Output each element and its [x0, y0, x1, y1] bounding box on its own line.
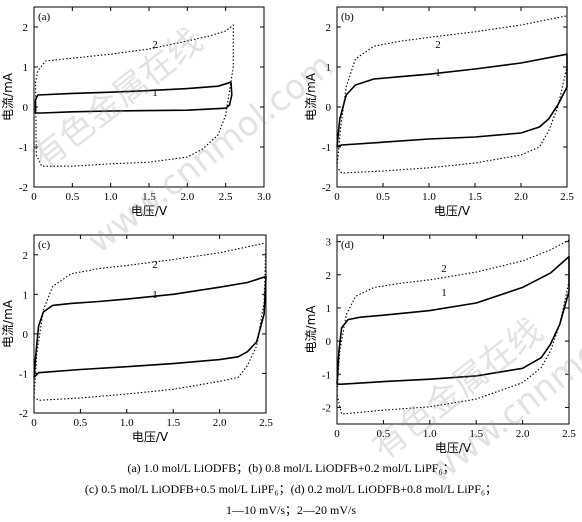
- x-tick-label: 2.0: [514, 191, 528, 203]
- y-tick-label: 0: [23, 329, 29, 341]
- plot-frame: [33, 234, 267, 414]
- x-tick-label: 0: [31, 191, 37, 203]
- panel-label: (b): [341, 11, 354, 23]
- y-tick-label: -2: [322, 402, 331, 414]
- cv-curve-1: [34, 81, 233, 114]
- cv-curve-2: [336, 239, 570, 415]
- x-axis-label: 电压/V: [132, 430, 169, 444]
- x-tick-label: 1.0: [120, 417, 134, 429]
- cv-curve-2: [33, 242, 267, 401]
- x-axis-label: 电压/V: [131, 204, 168, 218]
- curve-label: 1: [152, 289, 158, 301]
- chart-panel: 0 0.5 1.0 1.5 2.0 2.5 3.0 2 1 0 -1 -2 (a) 电压/V 电流/mA 1 2: [1, 6, 271, 218]
- curve-label: 1: [152, 87, 158, 99]
- cv-curve-1: [336, 53, 568, 148]
- cv-curve-2: [34, 24, 234, 167]
- x-tick-label: 2.5: [219, 191, 233, 203]
- x-tick-label: 1.5: [468, 191, 482, 203]
- y-tick-label: 1: [326, 303, 332, 315]
- cv-curve-1: [336, 255, 570, 385]
- x-tick-label: 2.0: [516, 428, 530, 440]
- x-tick-label: 1.0: [423, 428, 437, 440]
- y-tick-label: 1: [23, 62, 29, 74]
- x-axis-label: 电压/V: [435, 441, 472, 455]
- curve-label: 2: [152, 259, 158, 271]
- y-tick-label: 2: [23, 250, 29, 262]
- y-tick-label: 1: [23, 289, 29, 301]
- y-axis-label: 电流/mA: [1, 72, 15, 121]
- panel-label: (d): [341, 239, 354, 251]
- x-tick-label: 2.0: [180, 191, 194, 203]
- panel-label: (c): [38, 239, 51, 251]
- y-tick-label: 2: [326, 270, 332, 282]
- x-tick-label: 0: [334, 191, 340, 203]
- y-tick-label: 0: [23, 102, 29, 114]
- curve-label: 1: [441, 287, 447, 299]
- y-tick-label: 0: [326, 102, 332, 114]
- x-tick-label: 0: [334, 428, 340, 440]
- x-tick-label: 2.5: [259, 417, 273, 429]
- y-tick-label: -1: [322, 369, 331, 381]
- x-tick-label: 0.5: [376, 191, 390, 203]
- caption-line-3: 1—10 mV/s；2—20 mV/s: [225, 503, 356, 517]
- x-tick-label: 1.0: [104, 191, 118, 203]
- x-tick-label: 1.5: [469, 428, 483, 440]
- y-tick-label: 3: [326, 237, 332, 249]
- curve-label: 2: [441, 263, 447, 275]
- y-tick-label: 2: [23, 22, 29, 34]
- x-tick-label: 1.0: [422, 191, 436, 203]
- chart-panel: 0 0.5 1.0 1.5 2.0 2.5 3 2 1 0 -1 -2 (d) 电压/V 电流/mA 1 2: [304, 234, 576, 455]
- x-tick-label: 2.5: [562, 428, 576, 440]
- y-tick-label: 1: [326, 62, 332, 74]
- x-axis-label: 电压/V: [434, 204, 471, 218]
- plot-frame: [336, 6, 568, 188]
- plot-frame: [33, 6, 265, 188]
- cv-curve-2: [336, 15, 568, 174]
- curve-label: 2: [152, 39, 158, 51]
- y-tick-label: -2: [322, 182, 331, 194]
- plot-frame: [336, 234, 570, 425]
- curve-label: 1: [435, 67, 441, 79]
- y-tick-label: -2: [19, 408, 28, 420]
- y-axis-label: 电流/mA: [304, 305, 318, 354]
- chart-panel: 0 0.5 1.0 1.5 2.0 2.5 2 1 0 -1 -2 (b) 电压/V 电流/mA 1 2: [304, 6, 574, 218]
- panel-label: (a): [38, 11, 51, 23]
- y-tick-label: -1: [19, 368, 28, 380]
- y-axis-label: 电流/mA: [1, 299, 15, 348]
- curve-label: 2: [435, 39, 441, 51]
- x-tick-label: 2.0: [213, 417, 227, 429]
- y-tick-label: 2: [326, 22, 332, 34]
- y-tick-label: -1: [322, 142, 331, 154]
- y-tick-label: -1: [19, 142, 28, 154]
- caption-line-1: (a) 1.0 mol/L LiODFB；(b) 0.8 mol/L LiODF…: [127, 461, 455, 475]
- x-tick-label: 1.5: [166, 417, 180, 429]
- y-axis-label: 电流/mA: [304, 72, 318, 121]
- x-tick-label: 0: [31, 417, 37, 429]
- x-tick-label: 1.5: [142, 191, 156, 203]
- cv-curve-1: [33, 275, 267, 378]
- x-tick-label: 0.5: [377, 428, 391, 440]
- figure: 0 0.5 1.0 1.5 2.0 2.5 3.0 2 1 0 -1 -2 (a) 电压/V 电流/mA 1 2…: [1, 6, 576, 455]
- x-tick-label: 3.0: [257, 191, 271, 203]
- y-tick-label: -2: [19, 182, 28, 194]
- chart-panel: 0 0.5 1.0 1.5 2.0 2.5 2 1 0 -1 -2 (c) 电压/V 电流/mA 1 2: [1, 234, 273, 444]
- x-tick-label: 0.5: [74, 417, 88, 429]
- caption-line-2: (c) 0.5 mol/L LiODFB+0.5 mol/L LiPF₆；(d)…: [84, 482, 498, 496]
- x-tick-label: 2.5: [560, 191, 574, 203]
- x-tick-label: 0.5: [65, 191, 79, 203]
- y-tick-label: 0: [326, 336, 332, 348]
